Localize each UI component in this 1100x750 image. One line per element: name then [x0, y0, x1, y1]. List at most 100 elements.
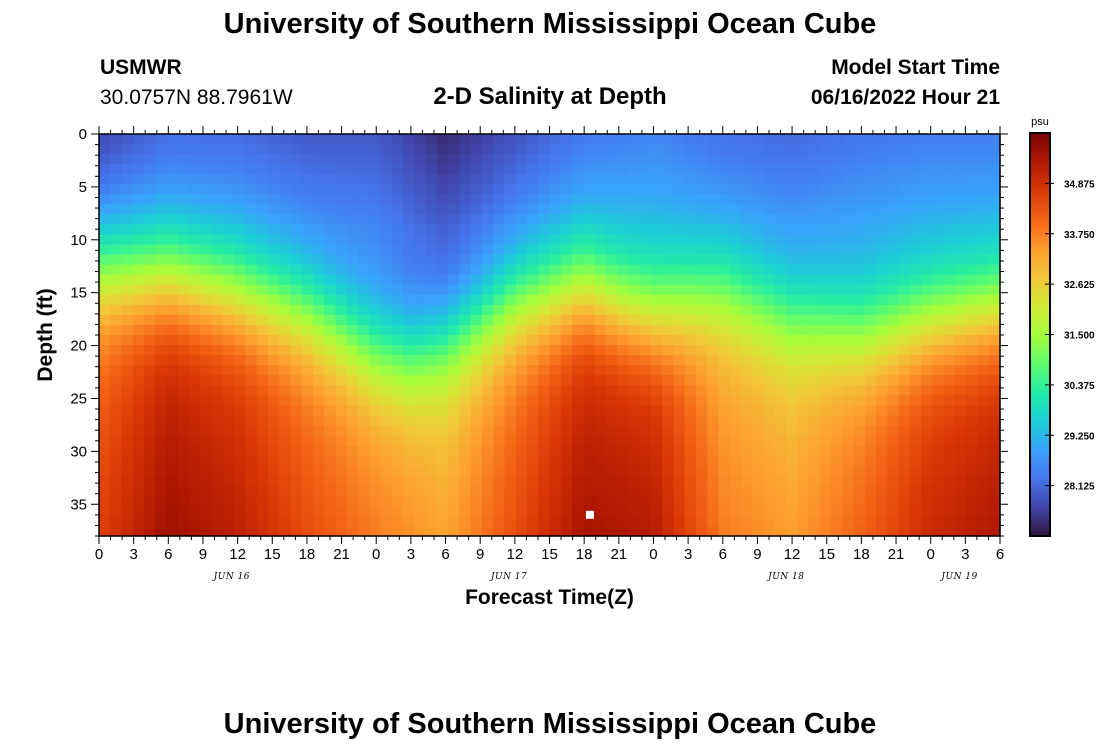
heatmap-cell	[121, 294, 134, 306]
heatmap-cell	[335, 144, 348, 155]
heatmap-cell	[673, 314, 686, 326]
heatmap-cell	[954, 264, 967, 276]
heatmap-cell	[301, 204, 314, 215]
heatmap-cell	[538, 435, 551, 447]
heatmap-cell	[549, 505, 562, 517]
heatmap-cell	[560, 304, 573, 316]
heatmap-cell	[797, 284, 810, 296]
heatmap-cell	[662, 184, 674, 195]
heatmap-cell	[673, 204, 686, 215]
heatmap-cell	[808, 234, 821, 246]
heatmap-cell	[166, 445, 179, 457]
heatmap-cell	[954, 274, 967, 286]
heatmap-cell	[887, 345, 900, 356]
heatmap-cell	[470, 234, 483, 246]
heatmap-cell	[684, 194, 697, 205]
heatmap-cell	[594, 214, 607, 226]
heatmap-cell	[864, 324, 877, 336]
heatmap-cell	[954, 214, 967, 226]
heatmap-cell	[921, 485, 934, 497]
heatmap-cell	[752, 375, 765, 386]
heatmap-cell	[605, 425, 618, 437]
heatmap-cell	[403, 304, 415, 316]
heatmap-cell	[966, 425, 979, 437]
heatmap-cell	[943, 204, 956, 215]
heatmap-cell	[222, 375, 235, 386]
heatmap-cell	[549, 415, 562, 427]
heatmap-cell	[346, 224, 359, 236]
heatmap-cell	[752, 234, 765, 246]
heatmap-cell	[425, 164, 438, 175]
heatmap-cell	[628, 435, 641, 447]
heatmap-cell	[572, 304, 584, 316]
heatmap-cell	[864, 505, 877, 517]
heatmap-cell	[222, 284, 235, 296]
heatmap-cell	[752, 385, 765, 396]
heatmap-cell	[718, 154, 731, 165]
heatmap-cell	[459, 465, 472, 477]
heatmap-cell	[831, 505, 843, 517]
heatmap-cell	[110, 214, 123, 226]
heatmap-cell	[222, 144, 235, 155]
heatmap-cell	[549, 355, 562, 366]
heatmap-cell	[177, 164, 190, 175]
heatmap-cell	[594, 244, 607, 256]
heatmap-cell	[684, 415, 697, 427]
heatmap-cell	[797, 244, 810, 256]
heatmap-cell	[301, 475, 314, 487]
heatmap-cell	[864, 385, 877, 396]
heatmap-cell	[988, 304, 1001, 316]
heatmap-cell	[977, 435, 990, 447]
heatmap-cell	[335, 214, 348, 226]
heatmap-cell	[470, 395, 483, 406]
heatmap-cell	[121, 335, 134, 346]
heatmap-cell	[808, 485, 821, 497]
heatmap-cell	[436, 515, 449, 527]
heatmap-cell	[99, 435, 111, 447]
heatmap-cell	[448, 134, 460, 145]
heatmap-cell	[549, 154, 562, 165]
heatmap-cell	[279, 525, 292, 537]
heatmap-cell	[684, 154, 697, 165]
heatmap-cell	[358, 264, 370, 276]
heatmap-cell	[99, 425, 111, 437]
heatmap-cell	[628, 174, 641, 185]
heatmap-cell	[662, 174, 674, 185]
heatmap-cell	[538, 375, 551, 386]
heatmap-cell	[290, 164, 303, 175]
heatmap-cell	[403, 465, 415, 477]
heatmap-cell	[358, 375, 370, 386]
heatmap-cell	[966, 485, 979, 497]
heatmap-cell	[932, 445, 945, 457]
heatmap-cell	[391, 465, 404, 477]
heatmap-cell	[380, 445, 393, 457]
heatmap-cell	[898, 154, 911, 165]
heatmap-cell	[222, 294, 235, 306]
heatmap-cell	[256, 214, 269, 226]
heatmap-cell	[572, 264, 584, 276]
heatmap-cell	[267, 254, 280, 266]
heatmap-cell	[267, 174, 280, 185]
heatmap-cell	[853, 144, 866, 155]
heatmap-cell	[583, 324, 596, 336]
heatmap-cell	[909, 204, 922, 215]
heatmap-cell	[110, 264, 123, 276]
heatmap-cell	[324, 515, 337, 527]
heatmap-cell	[515, 445, 528, 457]
heatmap-cell	[526, 345, 539, 356]
heatmap-cell	[515, 485, 528, 497]
heatmap-cell	[617, 174, 629, 185]
heatmap-cell	[245, 254, 258, 266]
heatmap-cell	[166, 335, 179, 346]
heatmap-cell	[583, 495, 596, 507]
heatmap-cell	[740, 204, 753, 215]
heatmap-cell	[358, 314, 370, 326]
heatmap-cell	[200, 345, 213, 356]
heatmap-cell	[695, 224, 708, 236]
heatmap-cell	[831, 365, 843, 376]
heatmap-cell	[425, 375, 438, 386]
heatmap-cell	[605, 345, 618, 356]
heatmap-cell	[312, 525, 325, 537]
heatmap-cell	[718, 254, 731, 266]
heatmap-cell	[189, 214, 201, 226]
